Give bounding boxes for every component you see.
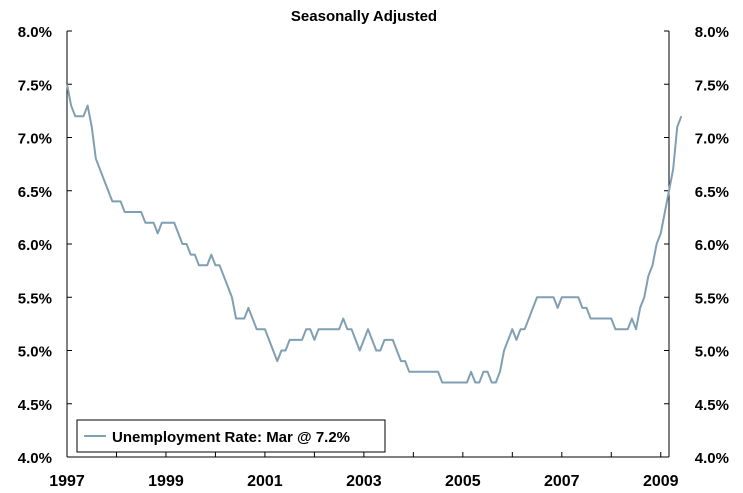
y-tick-label-left: 4.0% [18,450,52,467]
x-tick-label: 1999 [148,473,184,490]
y-tick-label-left: 6.5% [18,184,52,201]
x-axis: 1997 1999 2001 2003 2005 2007 2009 [49,452,679,490]
plot-frame [66,31,670,458]
y-tick-label-right: 5.5% [695,290,729,307]
right-y-axis: 4.0% 4.5% 5.0% 5.5% 6.0% 6.5% 7.0% 7.5% 8.0% [664,24,729,467]
y-tick-label-left: 7.0% [18,131,52,148]
y-tick-label-left: 4.5% [18,397,52,414]
x-tick-label: 2009 [643,473,679,490]
y-tick-label-left: 6.0% [18,237,52,254]
x-tick-label: 1997 [49,473,85,490]
y-tick-label-left: 8.0% [18,24,52,41]
legend-box [76,419,386,453]
y-tick-label-right: 7.0% [695,131,729,148]
y-tick-label-right: 8.0% [695,24,729,41]
series-layer [66,84,683,384]
left-y-axis: 4.0% 4.5% 5.0% 5.5% 6.0% 6.5% 7.0% 7.5% 8.0% [18,24,72,467]
x-tick-label: 2003 [346,473,382,490]
x-tick-label: 2001 [247,473,283,490]
x-tick-label: 2005 [445,473,481,490]
y-tick-label-right: 6.5% [695,184,729,201]
y-tick-label-right: 4.0% [695,450,729,467]
y-tick-label-right: 7.5% [695,77,729,94]
y-tick-label-right: 4.5% [695,397,729,414]
y-tick-label-left: 5.5% [18,290,52,307]
y-tick-label-right: 6.0% [695,237,729,254]
y-tick-label-left: 7.5% [18,77,52,94]
y-tick-label-left: 5.0% [18,344,52,361]
legend-label: Unemployment Rate: Mar @ 7.2% [112,429,350,446]
legend: Unemployment Rate: Mar @ 7.2% [76,419,386,453]
y-tick-label-right: 5.0% [695,344,729,361]
series-line [66,84,683,384]
x-tick-label: 2007 [544,473,580,490]
chart-subtitle: Seasonally Adjusted [291,8,437,25]
